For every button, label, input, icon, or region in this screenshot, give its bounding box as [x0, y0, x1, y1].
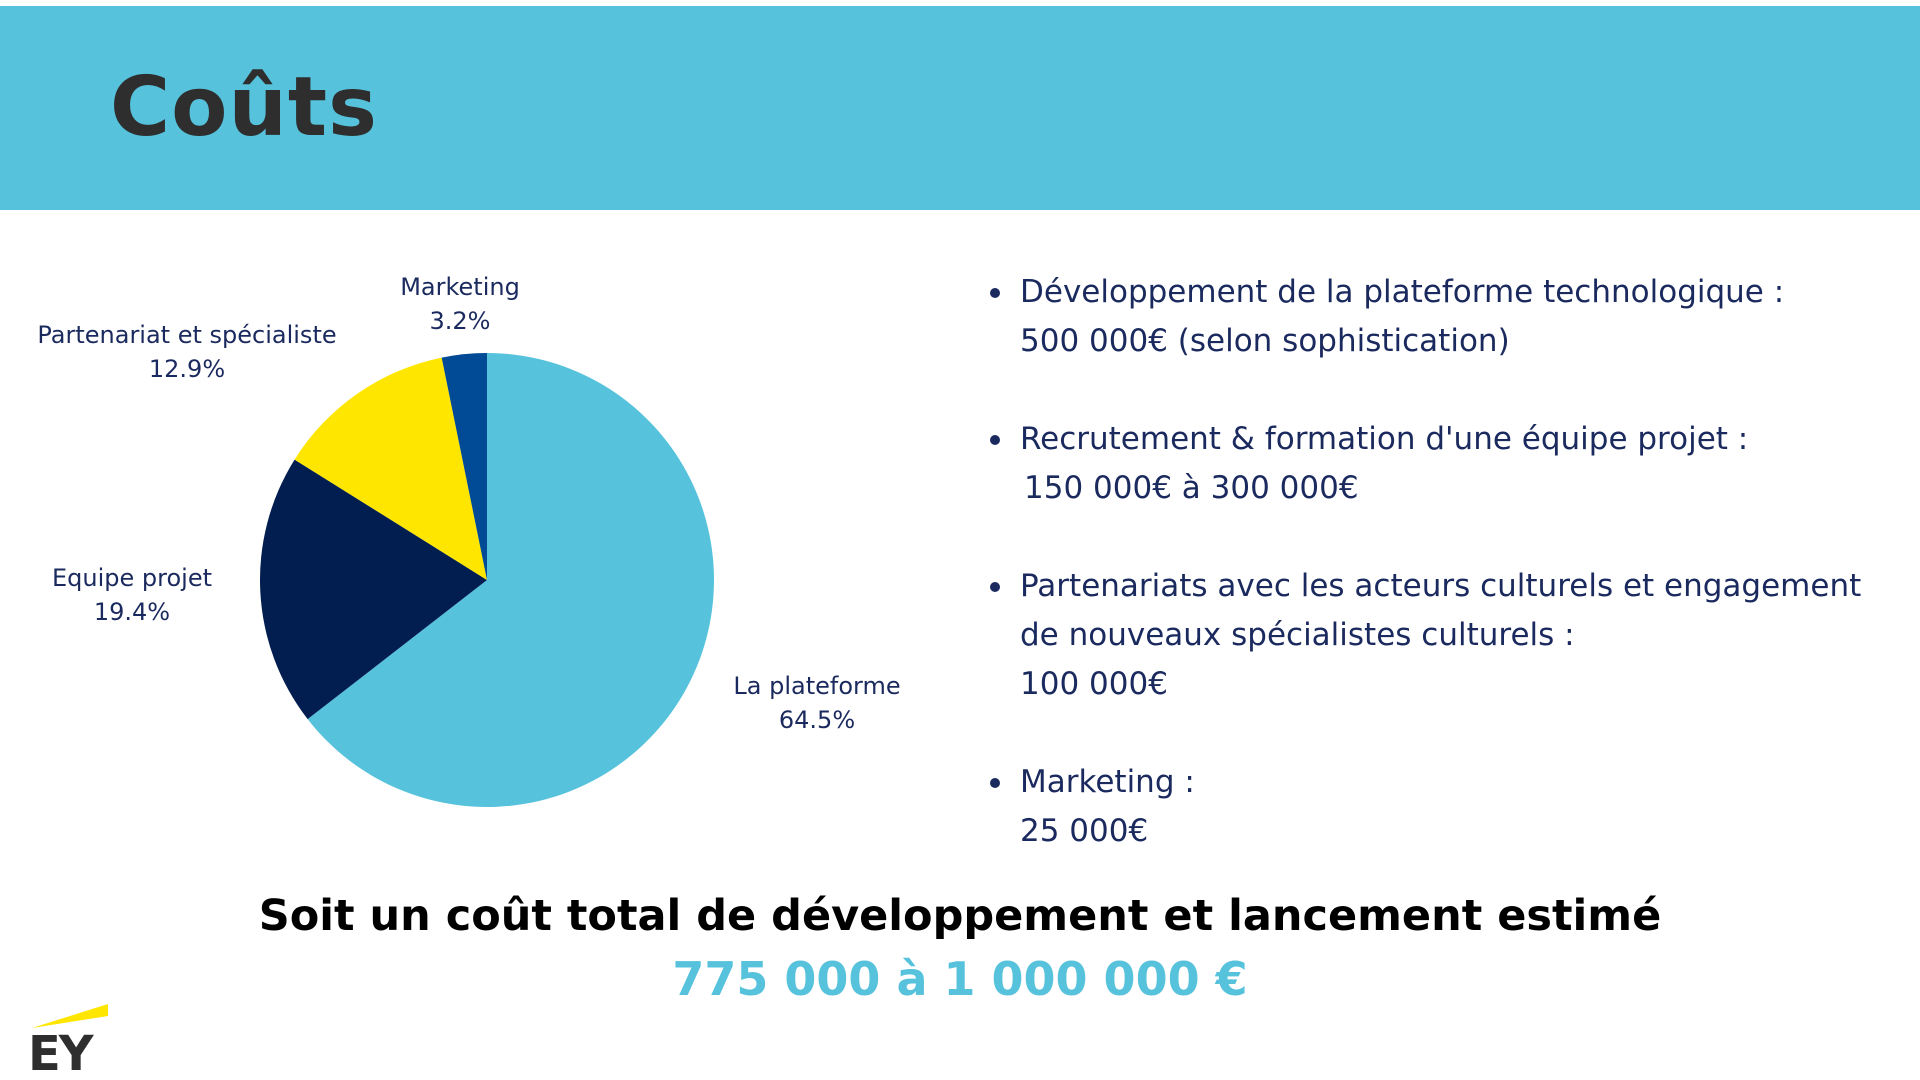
- bullet-value: 500 000€ (selon sophistication): [1020, 323, 1510, 359]
- bullet-item-partnerships: Partenariats avec les acteurs culturels …: [990, 562, 1890, 709]
- bullet-dot-icon: [990, 778, 1000, 788]
- ey-logo-beam-icon: [32, 1004, 108, 1028]
- bullet-label: Recrutement & formation d'une équipe pro…: [1020, 421, 1749, 457]
- pie-slice-la-plateforme: [307, 353, 714, 808]
- bullet-dot-icon: [990, 582, 1000, 592]
- slice-label-equipe-projet-value: 19.4%: [93, 598, 171, 626]
- pie-slice-marketing: [441, 353, 487, 580]
- total-cost-statement: Soit un coût total de développement et l…: [258, 891, 1662, 941]
- header-band: Coûts: [0, 6, 1920, 210]
- slice-label-partenariat-name: Partenariat et spécialiste: [37, 321, 337, 349]
- cost-bullet-list: Développement de la plateforme technolog…: [990, 268, 1890, 905]
- slice-label-marketing: Marketing 3.2%: [400, 270, 520, 338]
- bullet-item-platform: Développement de la plateforme technolog…: [990, 268, 1890, 366]
- pie-slice-equipe-projet: [259, 459, 487, 720]
- bullet-label-continued: de nouveaux spécialistes culturels :: [1020, 617, 1575, 653]
- ey-logo-text: EY: [28, 1026, 94, 1080]
- pie-chart-svg: [259, 353, 714, 808]
- slice-label-marketing-value: 3.2%: [429, 307, 491, 335]
- bullet-value: 150 000€ à 300 000€: [1024, 470, 1359, 506]
- slice-label-la-plateforme-value: 64.5%: [778, 706, 856, 734]
- slice-label-la-plateforme-name: La plateforme: [733, 672, 901, 700]
- slice-label-marketing-name: Marketing: [400, 273, 520, 301]
- pie-chart: Marketing 3.2% Partenariat et spécialist…: [0, 220, 940, 870]
- ey-logo-icon: [32, 1004, 108, 1028]
- slice-label-equipe-projet-name: Equipe projet: [51, 564, 213, 592]
- bullet-dot-icon: [990, 288, 1000, 298]
- bullet-label: Partenariats avec les acteurs culturels …: [1020, 568, 1862, 604]
- slice-label-la-plateforme: La plateforme 64.5%: [733, 669, 900, 737]
- pie-slice-partenariat-et-sp-cialiste: [294, 357, 487, 580]
- bullet-item-marketing: Marketing : 25 000€: [990, 758, 1890, 856]
- bullet-item-team: Recrutement & formation d'une équipe pro…: [990, 415, 1890, 513]
- bullet-value: 25 000€: [1020, 813, 1149, 849]
- total-cost-range: 775 000 à 1 000 000 €: [672, 952, 1248, 1006]
- bullet-dot-icon: [990, 435, 1000, 445]
- slice-label-partenariat: Partenariat et spécialiste 12.9%: [37, 318, 336, 386]
- bullet-value: 100 000€: [1020, 666, 1168, 702]
- bullet-label: Développement de la plateforme technolog…: [1020, 274, 1785, 310]
- bullet-label: Marketing :: [1020, 764, 1195, 800]
- page-title: Coûts: [110, 60, 378, 155]
- slice-label-equipe-projet: Equipe projet 19.4%: [52, 561, 212, 629]
- slice-label-partenariat-value: 12.9%: [148, 355, 226, 383]
